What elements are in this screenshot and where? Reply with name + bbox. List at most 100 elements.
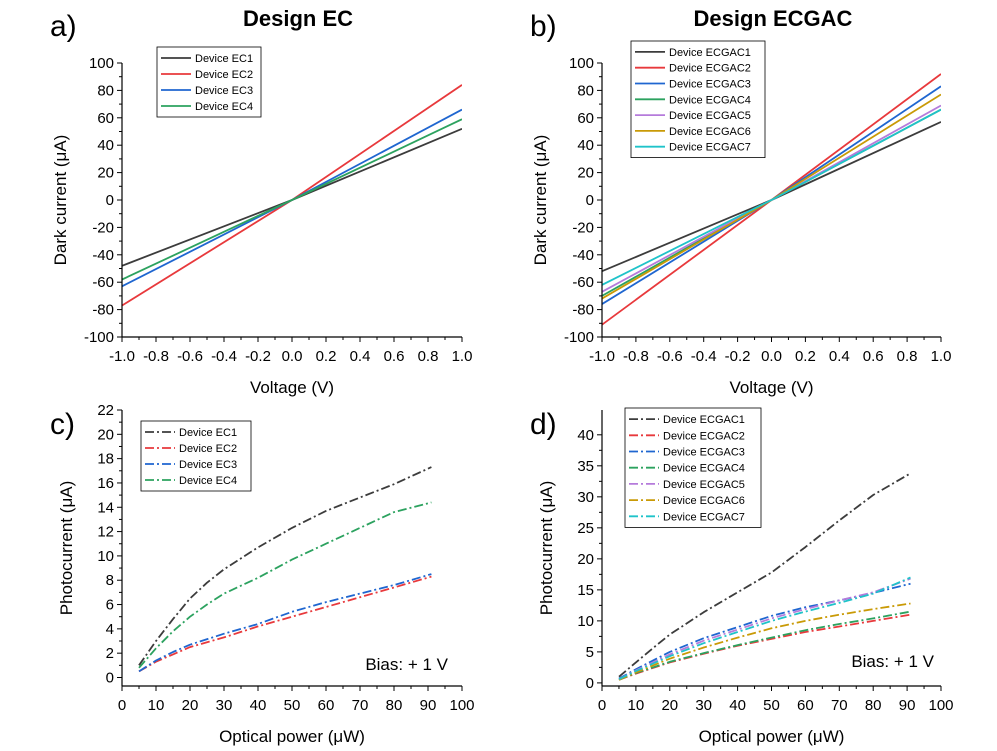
y-tick-label: 40 xyxy=(97,137,114,154)
x-tick-label: 30 xyxy=(216,697,233,714)
y-tick-label: 80 xyxy=(577,82,594,99)
y-axis-title: Dark current (μA) xyxy=(531,135,550,266)
x-tick-label: 10 xyxy=(148,697,165,714)
series-line-device-ec2 xyxy=(122,84,462,307)
x-tick-label: 1.0 xyxy=(931,348,952,365)
x-tick-label: -0.8 xyxy=(623,348,649,365)
legend-label: Device ECGAC3 xyxy=(663,447,745,459)
x-tick-label: 0.0 xyxy=(282,348,303,365)
series-line-device-ecgac5 xyxy=(618,577,911,681)
x-tick-label: 20 xyxy=(182,697,199,714)
x-tick-label: 0 xyxy=(118,697,126,714)
x-tick-label: -0.2 xyxy=(245,348,271,365)
y-tick-label: 14 xyxy=(97,499,114,516)
series-line-device-ecgac7 xyxy=(602,108,941,286)
x-axis-title: Optical power (μW) xyxy=(219,727,365,746)
y-tick-label: 30 xyxy=(577,489,594,506)
x-tick-label: 40 xyxy=(729,697,746,714)
series-line-device-ecgac6 xyxy=(618,602,911,681)
panel-b-dark-current-design-ecgac: -1.0 -0.8 -0.6 -0.4 -0.2 0.0 0.2 0.4 0.6 0.8 1.0 -1… xyxy=(530,6,951,397)
legend-box xyxy=(140,420,252,492)
x-tick-label: 0.2 xyxy=(316,348,337,365)
y-tick-label: 25 xyxy=(577,520,594,537)
y-tick-label: 20 xyxy=(97,426,114,443)
panel-letter: d) xyxy=(530,408,557,441)
y-tick-label: 0 xyxy=(586,192,594,209)
y-tick-label: 4 xyxy=(106,621,114,638)
y-tick-label: -100 xyxy=(564,329,594,346)
y-tick-label: -40 xyxy=(572,247,594,264)
x-tick-label: 60 xyxy=(797,697,814,714)
legend-label: Device EC1 xyxy=(195,53,253,65)
series-line-device-ecgac4 xyxy=(618,610,911,681)
y-tick-label: 40 xyxy=(577,427,594,444)
legend-label: Device ECGAC2 xyxy=(669,63,751,75)
legend-label: Device ECGAC6 xyxy=(669,126,751,138)
series-line-device-ec2 xyxy=(138,575,432,673)
x-tick-label: 30 xyxy=(695,697,712,714)
legend-label: Device ECGAC5 xyxy=(663,479,745,491)
y-tick-label: 35 xyxy=(577,458,594,475)
y-tick-label: 22 xyxy=(97,402,114,419)
y-tick-label: -60 xyxy=(572,274,594,291)
y-tick-label: 12 xyxy=(97,524,114,541)
legend-label: Device EC3 xyxy=(195,85,253,97)
series-line-device-ec4 xyxy=(122,118,462,281)
y-tick-label: 10 xyxy=(97,548,114,565)
x-tick-label: 90 xyxy=(899,697,916,714)
x-tick-label: 50 xyxy=(284,697,301,714)
legend-label: Device EC2 xyxy=(195,69,253,81)
x-tick-label: 0.2 xyxy=(795,348,816,365)
x-tick-label: -0.8 xyxy=(143,348,169,365)
panel-title: Design EC xyxy=(243,6,353,31)
x-tick-label: -0.2 xyxy=(725,348,751,365)
y-tick-label: 6 xyxy=(106,597,114,614)
y-tick-label: 0 xyxy=(106,192,114,209)
legend-label: Device EC4 xyxy=(195,101,253,113)
y-tick-label: 20 xyxy=(97,165,114,182)
y-tick-label: -80 xyxy=(572,302,594,319)
bias-annotation: Bias: + 1 V xyxy=(851,652,934,671)
legend: Device EC1 Device EC2 Device EC3 Device EC4 xyxy=(156,46,262,118)
legend-label: Device ECGAC1 xyxy=(669,47,751,59)
legend: Device ECGAC1 Device ECGAC2 Device ECGAC3 D… xyxy=(624,407,762,528)
x-tick-label: 20 xyxy=(661,697,678,714)
x-tick-label: 0.8 xyxy=(897,348,918,365)
y-tick-label: -60 xyxy=(92,274,114,291)
y-axis-title: Photocurrent (μA) xyxy=(537,481,556,616)
bias-annotation: Bias: + 1 V xyxy=(365,655,448,674)
series-group xyxy=(602,73,941,326)
y-tick-label: 0 xyxy=(106,669,114,686)
x-tick-label: -0.6 xyxy=(177,348,203,365)
series-line-device-ec1 xyxy=(138,466,432,666)
x-axis-title: Voltage (V) xyxy=(250,378,334,397)
y-tick-label: -20 xyxy=(572,219,594,236)
x-tick-label: 80 xyxy=(386,697,403,714)
y-tick-label: 0 xyxy=(586,675,594,692)
y-tick-label: -20 xyxy=(92,219,114,236)
x-tick-label: -0.6 xyxy=(657,348,683,365)
series-line-device-ecgac7 xyxy=(618,576,911,681)
y-tick-label: 2 xyxy=(106,645,114,662)
panel-c-photocurrent-design-ec: 0 10 20 30 40 50 60 70 80 90 100 0 2 4 6 8 10 12 14 16 18 20 2… xyxy=(50,402,475,746)
x-tick-label: 100 xyxy=(449,697,474,714)
x-tick-label: 0.6 xyxy=(863,348,884,365)
x-tick-label: -1.0 xyxy=(589,348,615,365)
panel-letter: c) xyxy=(50,408,75,441)
y-tick-label: 8 xyxy=(106,572,114,589)
y-axis-title: Photocurrent (μA) xyxy=(57,481,76,616)
series-line-device-ecgac1 xyxy=(618,472,911,678)
legend-label: Device ECGAC3 xyxy=(669,79,751,91)
y-tick-label: 16 xyxy=(97,475,114,492)
y-tick-label: 100 xyxy=(569,55,594,72)
legend-label: Device ECGAC4 xyxy=(663,463,745,475)
legend-label: Device EC3 xyxy=(179,459,237,471)
series-line-device-ecgac3 xyxy=(618,582,911,680)
x-tick-label: 0.0 xyxy=(761,348,782,365)
x-tick-label: 10 xyxy=(628,697,645,714)
x-tick-label: 0.6 xyxy=(384,348,405,365)
series-line-device-ec1 xyxy=(122,127,462,267)
x-tick-label: 100 xyxy=(928,697,953,714)
panel-letter: b) xyxy=(530,10,557,43)
